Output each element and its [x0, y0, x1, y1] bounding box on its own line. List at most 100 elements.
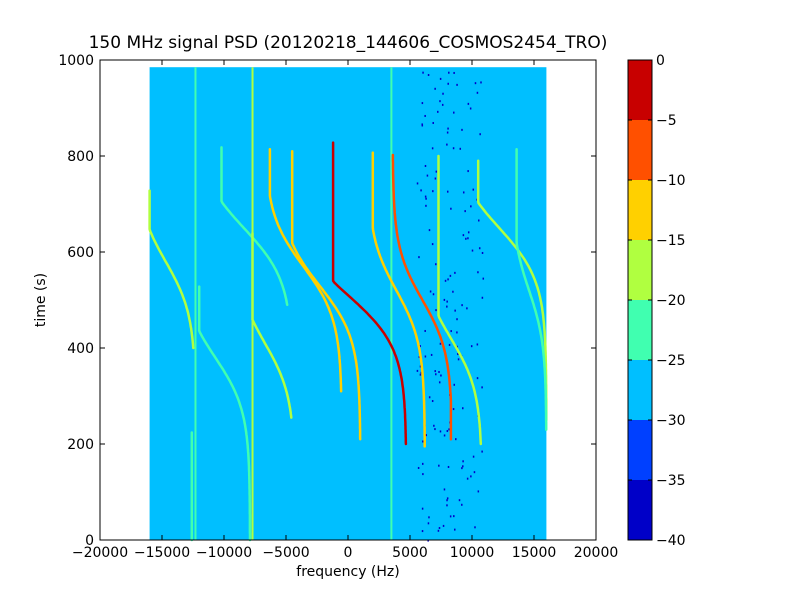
speckle-cell — [446, 143, 448, 146]
speckle-cell — [446, 190, 449, 193]
speckle-cell — [482, 277, 485, 280]
speckle-cell — [474, 526, 476, 529]
speckle-cell — [438, 381, 441, 384]
x-tick-label: 20000 — [574, 545, 619, 561]
speckle-cell — [426, 174, 429, 177]
speckle-cell — [439, 100, 441, 103]
speckle-cell — [476, 91, 479, 94]
speckle-cell — [461, 304, 463, 307]
speckle-cell — [476, 377, 479, 380]
speckle-cell — [437, 529, 440, 532]
speckle-cell — [419, 345, 421, 348]
speckle-cell — [456, 83, 458, 86]
colorbar-tick-label: −10 — [656, 173, 686, 189]
x-tick-label: −15000 — [134, 545, 190, 561]
speckle-cell — [434, 177, 437, 180]
doppler-trace — [220, 146, 289, 307]
speckle-cell — [466, 307, 468, 310]
speckle-cell — [450, 207, 452, 210]
speckle-cell — [438, 370, 440, 373]
speckle-cell — [446, 430, 449, 433]
colorbar-tick-label: −35 — [656, 473, 686, 489]
speckle-cell — [431, 147, 434, 150]
speckle-cell — [462, 234, 465, 237]
speckle-cell — [450, 330, 452, 333]
y-tick-label: 600 — [67, 245, 94, 261]
speckle-cell — [461, 128, 463, 131]
colorbar-band — [628, 360, 652, 420]
colorbar-band — [628, 240, 652, 300]
speckle-cell — [422, 71, 424, 74]
speckle-cell — [481, 386, 483, 389]
speckle-cell — [424, 329, 426, 332]
plot-area — [99, 59, 597, 542]
speckle-cell — [470, 345, 473, 348]
speckle-cell — [449, 274, 452, 277]
colorbar-band — [628, 60, 652, 120]
speckle-cell — [452, 290, 454, 293]
x-tick-label: −10000 — [196, 545, 252, 561]
doppler-trace — [268, 148, 343, 393]
colorbar-tick-label: −40 — [656, 533, 686, 549]
speckle-cell — [419, 373, 422, 376]
speckle-cell — [453, 71, 455, 74]
speckle-cell — [481, 296, 484, 299]
speckle-cell — [455, 438, 457, 441]
speckle-cell — [422, 473, 424, 476]
speckle-cell — [431, 243, 434, 246]
speckle-cell — [427, 522, 430, 525]
speckle-cell — [476, 343, 479, 346]
speckle-cell — [478, 247, 481, 250]
heatmap-background — [149, 67, 547, 540]
speckle-cell — [473, 471, 476, 474]
speckle-cell — [433, 424, 435, 427]
heatmap-layer — [148, 67, 548, 542]
speckle-cell — [437, 110, 439, 113]
speckle-cell — [474, 82, 477, 85]
speckle-cell — [462, 191, 465, 194]
speckle-cell — [420, 189, 422, 192]
speckle-cell — [444, 279, 447, 282]
speckle-cell — [428, 396, 431, 399]
speckle-cell — [466, 477, 469, 480]
speckle-cell — [446, 499, 448, 502]
speckle-cell — [439, 342, 442, 345]
speckle-cell — [472, 188, 475, 191]
speckle-cell — [446, 300, 448, 303]
speckle-cell — [453, 111, 455, 114]
speckle-cell — [452, 408, 455, 411]
speckle-cell — [469, 107, 472, 110]
speckle-cell — [419, 365, 422, 368]
speckle-cell — [472, 455, 475, 458]
speckle-cell — [421, 530, 424, 533]
speckle-cell — [428, 516, 430, 519]
doppler-trace — [251, 232, 293, 419]
doppler-trace — [331, 141, 408, 446]
speckle-cell — [454, 528, 456, 531]
speckle-cell — [446, 305, 448, 308]
colorbar-tick-label: −25 — [656, 353, 686, 369]
doppler-trace — [148, 189, 195, 350]
chart-title: 150 MHz signal PSD (20120218_144606_COSM… — [89, 33, 608, 53]
speckle-cell — [430, 353, 433, 356]
speckle-cell — [443, 298, 446, 301]
speckle-cell — [442, 524, 445, 527]
speckle-cell — [416, 369, 419, 372]
speckle-cell — [443, 434, 446, 437]
speckle-cell — [424, 195, 427, 198]
speckle-cell — [448, 343, 451, 346]
speckle-cell — [467, 231, 470, 234]
colorbar-band — [628, 300, 652, 360]
speckle-cell — [467, 170, 469, 173]
speckle-cell — [431, 400, 434, 403]
y-tick-label: 200 — [67, 437, 94, 453]
speckle-cell — [440, 374, 442, 377]
speckle-cell — [447, 82, 449, 85]
speckle-cell — [457, 353, 459, 356]
doppler-trace — [371, 151, 426, 448]
speckle-cell — [459, 147, 462, 150]
speckle-cell — [461, 503, 463, 506]
colorbar-tick-label: −15 — [656, 233, 686, 249]
speckle-cell — [477, 490, 480, 493]
